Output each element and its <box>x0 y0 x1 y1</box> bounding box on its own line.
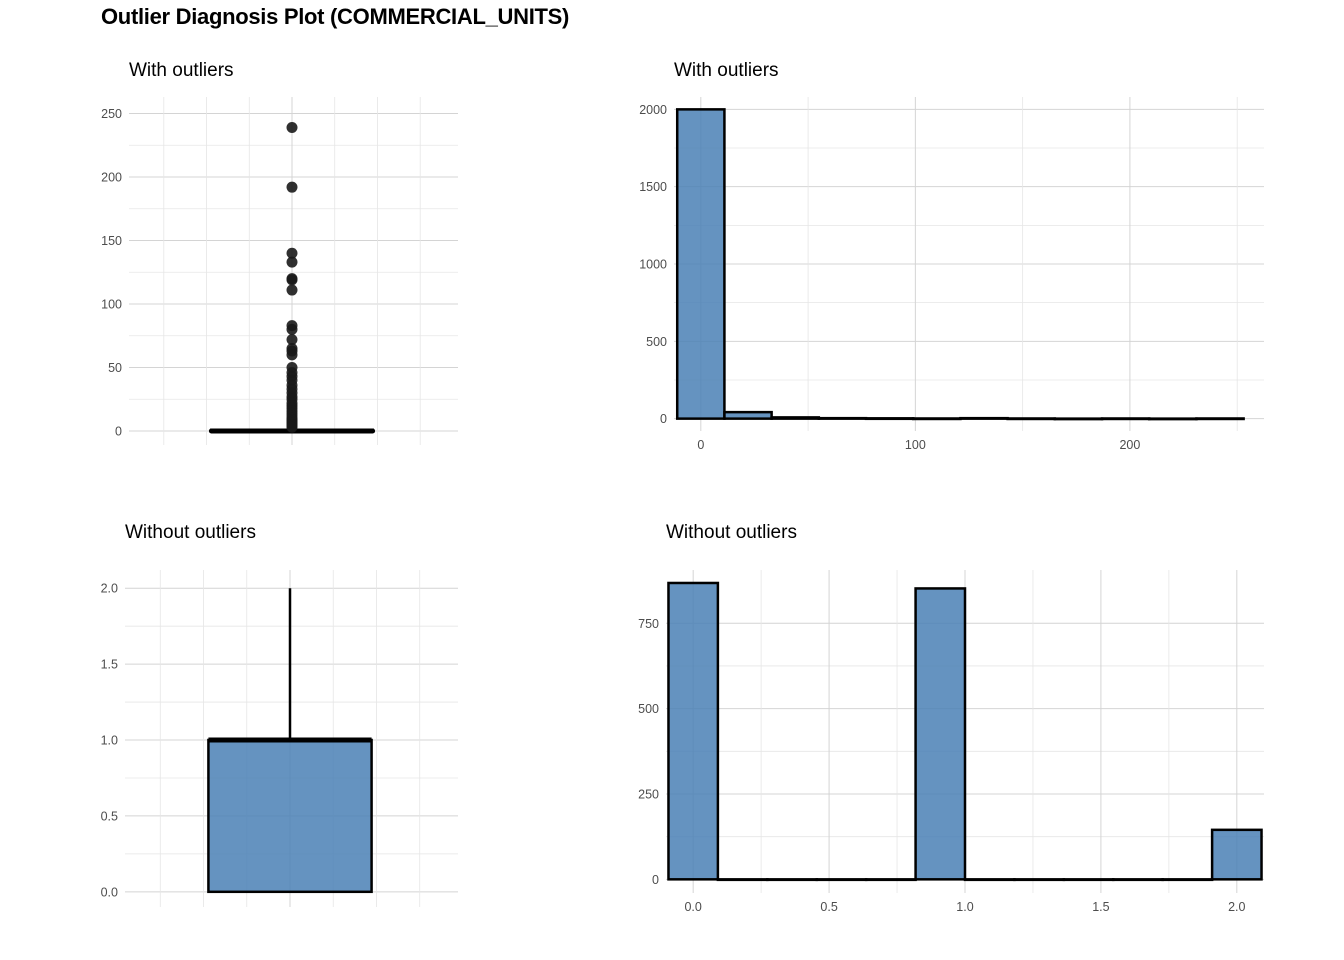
outlier-point <box>286 334 298 346</box>
x-tick-label: 1.5 <box>1092 900 1109 914</box>
outlier-point <box>286 421 298 433</box>
outlier-point <box>286 256 298 268</box>
histogram-bar <box>1195 417 1245 421</box>
x-tick-label: 0 <box>697 438 704 452</box>
panel-title: Without outliers <box>125 522 256 543</box>
y-tick-label: 0.5 <box>101 809 118 823</box>
y-tick-label: 50 <box>108 361 122 375</box>
histogram-bar <box>963 878 1016 882</box>
outlier-point <box>286 274 298 286</box>
x-tick-label: 0.5 <box>820 900 837 914</box>
y-tick-label: 2000 <box>639 103 667 117</box>
y-tick-label: 1500 <box>639 180 667 194</box>
y-tick-label: 150 <box>101 234 122 248</box>
histogram-bar <box>817 416 868 420</box>
x-tick-label: 2.0 <box>1228 900 1245 914</box>
histogram-bar <box>815 878 868 882</box>
histogram-bar <box>911 417 962 421</box>
panel-4: Without outliers 0 250 500 750 0.0 0.5 1.0 1.5 2.… <box>638 522 1264 914</box>
histogram-bar <box>1147 417 1198 421</box>
y-tick-label: 200 <box>101 171 122 185</box>
histogram-bar <box>1053 417 1104 421</box>
x-tick-label: 0.0 <box>684 900 701 914</box>
y-tick-label: 0 <box>660 412 667 426</box>
histogram-bar <box>723 410 773 420</box>
y-tick-label: 1.5 <box>101 658 118 672</box>
panel-3: Without outliers 0.0 0.5 1.0 1.5 2.0 <box>101 522 458 907</box>
outlier-point <box>286 349 298 361</box>
histogram-bar <box>770 416 821 420</box>
histogram-bar <box>667 581 720 881</box>
panel-title: Without outliers <box>666 522 797 543</box>
outlier-point <box>286 181 298 193</box>
outlier-point <box>286 284 298 296</box>
histogram-bar <box>1210 828 1263 881</box>
histogram-bar <box>766 878 818 882</box>
page-title: Outlier Diagnosis Plot (COMMERCIAL_UNITS… <box>101 4 570 29</box>
panel-title: With outliers <box>674 60 779 81</box>
y-tick-label: 750 <box>638 617 659 631</box>
x-tick-label: 1.0 <box>956 900 973 914</box>
x-tick-label: 200 <box>1119 438 1140 452</box>
histogram-bar <box>914 587 967 881</box>
y-tick-label: 500 <box>638 702 659 716</box>
y-tick-label: 0 <box>115 425 122 439</box>
box <box>207 738 373 894</box>
y-tick-label: 1.0 <box>101 734 118 748</box>
panel-2: With outliers 0 500 1000 1500 2000 0 100 200 <box>639 60 1264 452</box>
histogram-bar <box>675 108 726 420</box>
histogram-bar <box>1100 417 1151 421</box>
panel-1: With outliers 0 50 100 150 200 250 <box>101 60 458 445</box>
y-tick-label: 250 <box>101 107 122 121</box>
histogram-bar <box>1112 878 1164 882</box>
outlier-point <box>286 121 298 133</box>
histogram-bar <box>864 878 917 882</box>
histogram-bar <box>959 416 1009 420</box>
y-tick-label: 0 <box>652 873 659 887</box>
x-tick-label: 100 <box>905 438 926 452</box>
y-tick-label: 2.0 <box>101 582 118 596</box>
histogram-bar <box>1161 878 1214 882</box>
histogram-bar <box>1013 878 1066 882</box>
outlier-point <box>286 247 298 259</box>
y-tick-label: 500 <box>646 335 667 349</box>
y-tick-label: 0.0 <box>101 885 118 899</box>
histogram-bar <box>1062 878 1115 882</box>
histogram-bar <box>1006 417 1057 421</box>
y-tick-label: 100 <box>101 298 122 312</box>
histogram-bar <box>716 878 769 882</box>
panel-title: With outliers <box>129 60 234 81</box>
outlier-point <box>286 323 298 335</box>
histogram-bar <box>864 417 915 421</box>
y-tick-label: 1000 <box>639 258 667 272</box>
y-tick-label: 250 <box>638 787 659 801</box>
